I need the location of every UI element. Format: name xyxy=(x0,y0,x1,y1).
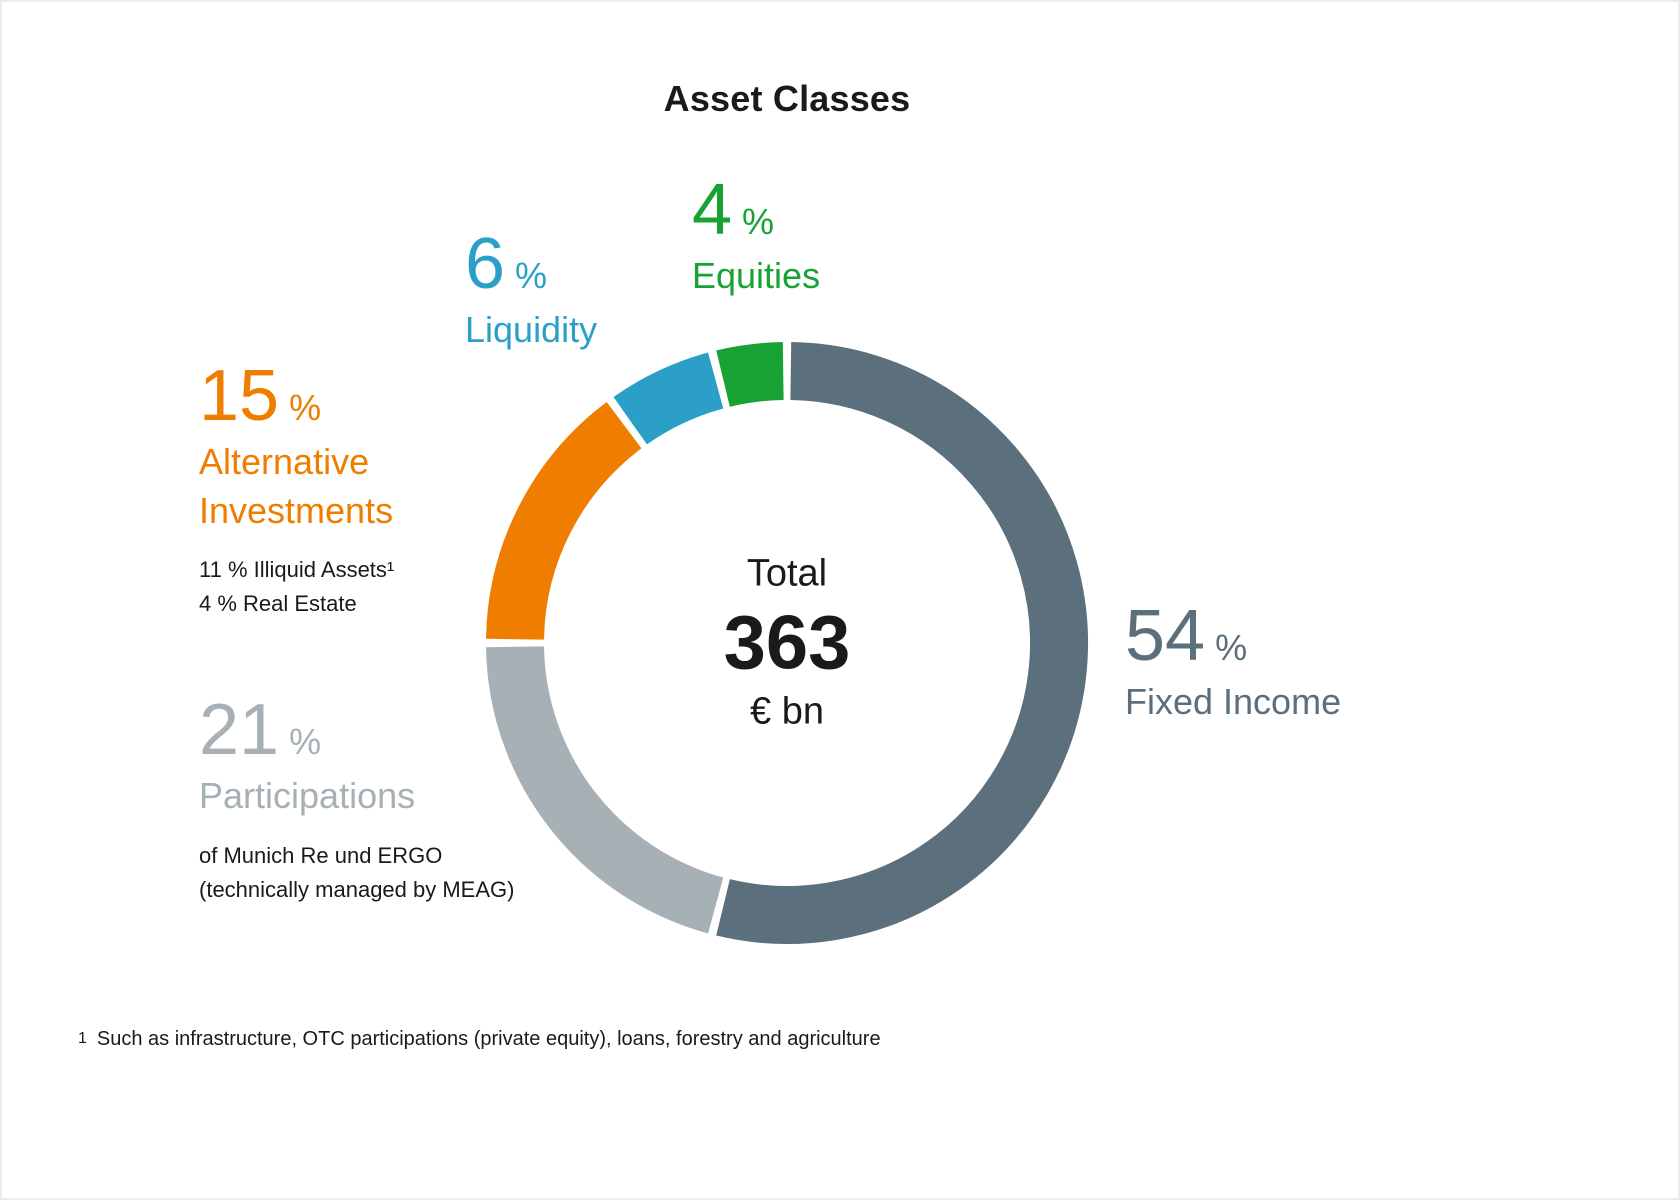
alternative-label-line1: Alternative xyxy=(199,441,370,482)
participations-percentage: 21% xyxy=(199,694,514,766)
alternative-percent-sign: % xyxy=(289,387,322,428)
footnote: 1 Such as infrastructure, OTC participati… xyxy=(78,1028,881,1051)
annotation-alternative-investments: 15% Alternative Investments 11 % Illiqui… xyxy=(199,360,394,621)
equities-label: Equities xyxy=(692,255,821,296)
total-value: 363 xyxy=(723,600,851,686)
fixed-income-percentage: 54% xyxy=(1125,600,1341,672)
annotation-participations: 21% Participations of Munich Re und ERGO… xyxy=(199,694,514,907)
donut-segment-equities xyxy=(716,342,785,407)
donut-segment-participations xyxy=(486,646,724,934)
participations-label: Participations xyxy=(199,775,416,816)
participations-note-line2: (technically managed by MEAG) xyxy=(199,876,515,902)
liquidity-percent-sign: % xyxy=(515,255,548,296)
footnote-marker: 1 xyxy=(78,1030,87,1047)
alternative-label: Alternative Investments xyxy=(199,438,394,535)
chart-title: Asset Classes xyxy=(663,78,911,119)
equities-value: 4 xyxy=(692,170,733,250)
alternative-value: 15 xyxy=(199,356,280,436)
participations-percent-sign: % xyxy=(289,721,322,762)
alternative-breakdown-illiquid: 11 % Illiquid Assets¹ xyxy=(199,557,395,583)
liquidity-percentage: 6% xyxy=(465,228,597,300)
equities-percent-sign: % xyxy=(742,201,775,242)
participations-value: 21 xyxy=(199,690,280,770)
annotation-equities: 4% Equities xyxy=(692,174,820,301)
fixed-income-label: Fixed Income xyxy=(1125,681,1342,722)
total-label: Total xyxy=(746,552,828,595)
donut-center-total: Total 363 € bn xyxy=(724,552,851,733)
equities-percentage: 4% xyxy=(692,174,820,246)
donut-segment-liquidity xyxy=(613,352,724,445)
participations-note-line1: of Munich Re und ERGO xyxy=(199,842,443,868)
alternative-breakdown-realestate: 4 % Real Estate xyxy=(199,591,357,617)
fixed-income-percent-sign: % xyxy=(1215,627,1248,668)
alternative-breakdown: 11 % Illiquid Assets¹ 4 % Real Estate xyxy=(199,553,394,621)
donut-segment-fixed-income xyxy=(716,342,1089,944)
alternative-percentage: 15% xyxy=(199,360,394,432)
annotation-liquidity: 6% Liquidity xyxy=(465,228,597,355)
annotation-fixed-income: 54% Fixed Income xyxy=(1125,600,1341,727)
donut-segment-alternative-investments xyxy=(486,401,642,641)
fixed-income-value: 54 xyxy=(1125,596,1206,676)
participations-note: of Munich Re und ERGO (technically manag… xyxy=(199,839,514,907)
liquidity-label: Liquidity xyxy=(465,309,598,350)
total-unit: € bn xyxy=(750,690,824,733)
liquidity-value: 6 xyxy=(465,224,506,304)
footnote-text: Such as infrastructure, OTC participatio… xyxy=(96,1028,881,1050)
alternative-label-line2: Investments xyxy=(199,489,394,531)
